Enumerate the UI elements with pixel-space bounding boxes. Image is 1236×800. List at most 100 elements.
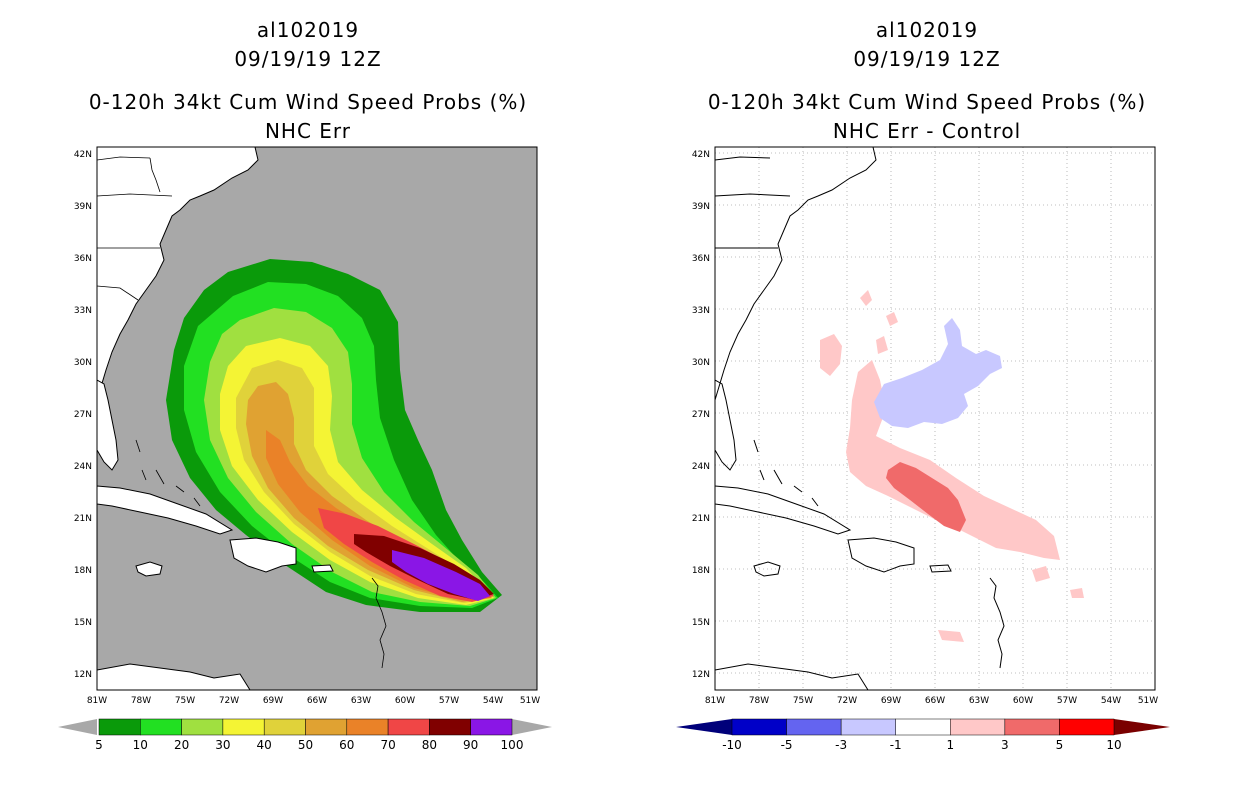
south-america-coast: [715, 663, 869, 690]
colorbar-high-triangle: [1114, 719, 1170, 735]
left-title-storm: al102019: [256, 18, 360, 42]
right-x-tick: 63W: [969, 696, 989, 706]
state-line-2: [97, 193, 173, 197]
right-axis-ticks: 81W 78W 75W 72W 69W 66W 63W 60W 57W 54W …: [692, 150, 1158, 706]
right-grid: [715, 147, 1155, 690]
lesser-antilles: [371, 577, 387, 669]
left-borders: [97, 156, 387, 669]
right-colorbar: -10 -5 -3 -1 1 3 5 10: [676, 718, 1170, 752]
puerto-rico-land: [311, 564, 334, 573]
left-probability-contours: [166, 259, 502, 612]
right-colorbar-swatch: [786, 718, 842, 736]
left-colorbar-label: 80: [422, 738, 437, 752]
north-america-land: [97, 147, 259, 401]
contour-40: [236, 360, 492, 603]
left-colorbar-swatch: [346, 718, 389, 736]
right-colorbar-labels: -10 -5 -3 -1 1 3 5 10: [722, 738, 1121, 752]
cuba-land: [97, 485, 234, 535]
hispaniola-land: [229, 537, 297, 573]
left-colorbar-swatch: [305, 718, 348, 736]
left-x-tick: 60W: [395, 696, 415, 706]
right-colorbar-label: 5: [1056, 738, 1064, 752]
left-colorbar-label: 100: [501, 738, 524, 752]
left-colorbar-label: 90: [463, 738, 478, 752]
left-colorbar-swatch: [429, 718, 471, 736]
left-y-tick: 21N: [74, 514, 92, 524]
lesser-antilles-coast: [989, 577, 1005, 669]
left-colorbar-label: 50: [298, 738, 313, 752]
colorbar-low-triangle: [676, 719, 732, 735]
left-map-panel: 81W 78W 75W 72W 69W 66W 63W 60W 57W 54W …: [74, 146, 540, 706]
florida-land: [97, 379, 119, 471]
right-coastlines: [715, 147, 1005, 690]
positive-light-patch: [1032, 566, 1050, 582]
right-x-tick: 60W: [1013, 696, 1033, 706]
right-map-panel: 81W 78W 75W 72W 69W 66W 63W 60W 57W 54W …: [692, 146, 1158, 706]
right-colorbar-label: 10: [1106, 738, 1121, 752]
left-colorbar-label: 10: [133, 738, 148, 752]
right-colorbar-label: 3: [1001, 738, 1009, 752]
left-y-tick: 24N: [74, 462, 92, 472]
jamaica-land: [135, 561, 163, 577]
left-axis-ticks: 81W 78W 75W 72W 69W 66W 63W 60W 57W 54W …: [74, 150, 540, 706]
positive-light-patch: [876, 336, 888, 354]
left-title-sub: NHC Err: [264, 119, 352, 143]
left-x-tick: 69W: [263, 696, 283, 706]
right-y-tick: 21N: [692, 514, 710, 524]
right-y-tick: 42N: [692, 150, 710, 160]
left-map-frame: [96, 146, 538, 691]
right-colorbar-swatch: [731, 718, 787, 736]
right-x-tick: 51W: [1138, 696, 1158, 706]
left-y-tick: 36N: [74, 254, 92, 264]
left-y-tick: 18N: [74, 566, 92, 576]
hispaniola-coast: [847, 537, 915, 573]
right-x-tick: 57W: [1057, 696, 1077, 706]
left-y-tick: 30N: [74, 358, 92, 368]
right-x-tick: 69W: [881, 696, 901, 706]
right-title-date: 09/19/19 12Z: [853, 47, 1001, 71]
left-x-tick: 75W: [175, 696, 195, 706]
colorbar-high-triangle: [512, 719, 552, 735]
bahamas-islands: [135, 439, 201, 507]
left-x-tick: 51W: [520, 696, 540, 706]
right-x-tick: 66W: [925, 696, 945, 706]
left-y-tick: 39N: [74, 202, 92, 212]
right-y-tick: 39N: [692, 202, 710, 212]
right-title: al102019 09/19/19 12Z 0-120h 34kt Cum Wi…: [647, 16, 1207, 146]
right-x-tick: 54W: [1101, 696, 1121, 706]
right-difference-regions: [820, 290, 1084, 642]
left-colorbar-swatch: [222, 718, 265, 736]
left-x-tick: 78W: [131, 696, 151, 706]
left-y-tick: 33N: [74, 306, 92, 316]
left-title-date: 09/19/19 12Z: [234, 47, 382, 71]
negative-light-region: [874, 318, 1002, 428]
left-colorbar-label: 60: [339, 738, 354, 752]
state-line-4: [97, 285, 139, 301]
left-colorbar-label: 70: [380, 738, 395, 752]
left-x-tick: 54W: [483, 696, 503, 706]
positive-light-patch: [886, 312, 898, 326]
right-x-tick: 75W: [793, 696, 813, 706]
right-y-tick: 18N: [692, 566, 710, 576]
puerto-rico-coast: [929, 564, 952, 573]
contour-60: [266, 430, 492, 600]
right-colorbar-label: -3: [835, 738, 847, 752]
left-colorbar-swatch: [387, 718, 430, 736]
positive-medium-region: [886, 462, 966, 532]
left-y-tick: 15N: [74, 618, 92, 628]
north-america-coast: [715, 147, 877, 401]
state-line-5: [149, 157, 161, 193]
left-colorbar-swatch: [470, 718, 513, 736]
left-colorbar-swatch: [140, 718, 182, 736]
left-y-tick: 12N: [74, 670, 92, 680]
left-colorbar-label: 5: [95, 738, 103, 752]
right-y-tick: 24N: [692, 462, 710, 472]
contour-90: [392, 550, 490, 601]
right-y-tick: 33N: [692, 306, 710, 316]
right-map-frame: [714, 146, 1156, 691]
positive-light-patch: [1070, 588, 1084, 598]
colorbar-low-triangle: [58, 719, 97, 735]
cuba-coast: [715, 485, 852, 535]
left-colorbar-swatch: [98, 718, 141, 736]
positive-light-region: [846, 360, 1060, 560]
